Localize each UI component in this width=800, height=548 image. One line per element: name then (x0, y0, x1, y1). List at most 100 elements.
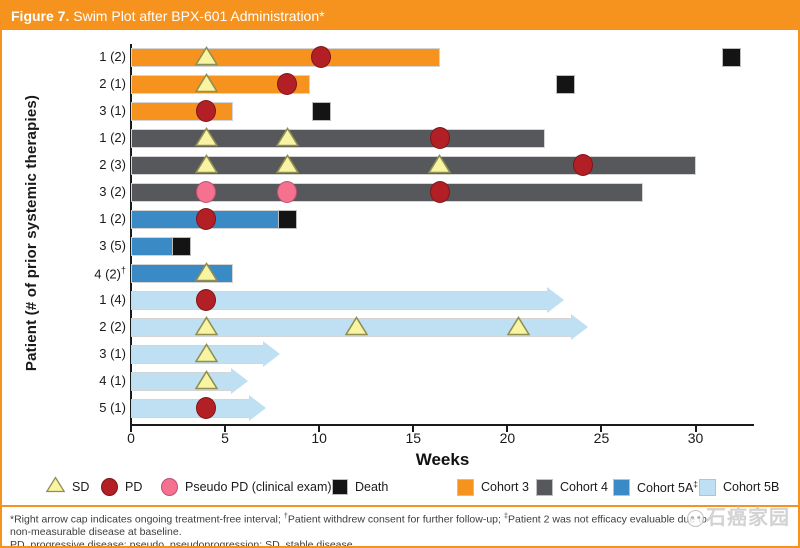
x-axis-tick-label: 15 (405, 430, 422, 446)
legend-item-cohort4: Cohort 4 (536, 476, 608, 498)
pseudo-pd-circle-icon (196, 181, 217, 203)
y-axis-label: Patient (# of prior systemic therapies) (23, 94, 40, 372)
ongoing-arrow-cap-icon (230, 368, 248, 394)
swim-bar-cohort4 (131, 155, 696, 175)
patient-row-label: 2 (1) (99, 76, 126, 91)
sd-triangle-icon (194, 126, 219, 152)
patient-row-label: 3 (5) (99, 238, 126, 253)
sd-triangle-icon (344, 315, 369, 341)
footnote-line-3: PD, progressive disease; pseudo, pseudop… (10, 538, 356, 548)
figure-number-label: Figure 7. (11, 8, 70, 24)
legend-item-sd: SD (45, 476, 90, 498)
legend-item-death: Death (332, 476, 388, 498)
sd-triangle-icon (194, 261, 219, 287)
legend-label: Cohort 5B (723, 480, 780, 494)
x-axis-tick-label: 5 (221, 430, 229, 446)
patient-row-label: 5 (1) (99, 400, 126, 415)
x-axis-tick (506, 426, 509, 432)
death-square-icon (311, 101, 331, 121)
figure-title-text: Swim Plot after BPX-601 Administration* (69, 8, 325, 24)
x-axis-tick (318, 426, 321, 432)
patient-row-label: 1 (4) (99, 292, 126, 307)
x-axis-tick-label: 10 (311, 430, 327, 446)
footnotes-panel: *Right arrow cap indicates ongoing treat… (2, 505, 798, 546)
patient-row-label: 4 (1) (99, 373, 126, 388)
swim-bar-cohort5b (131, 290, 548, 310)
death-square-icon (721, 47, 741, 67)
legend-label: Pseudo PD (clinical exam) (185, 480, 332, 494)
x-axis-tick (694, 426, 697, 432)
x-axis-tick-label: 30 (687, 430, 704, 446)
swim-bar-cohort4 (131, 182, 643, 202)
x-axis-tick-label: 0 (127, 430, 135, 446)
x-axis-tick-label: 20 (499, 430, 516, 446)
sd-triangle-icon (427, 153, 452, 179)
ongoing-arrow-cap-icon (546, 287, 564, 313)
pd-circle-icon (429, 181, 450, 203)
x-axis-line (130, 424, 754, 426)
footnote-line-1: *Right arrow cap indicates ongoing treat… (10, 511, 707, 526)
legend-item-pd: PD (101, 476, 142, 498)
watermark-logo-icon (687, 510, 704, 527)
swim-bar-cohort4 (131, 128, 545, 148)
legend-item-pseudopd: Pseudo PD (clinical exam) (161, 476, 332, 498)
y-axis-line (130, 44, 132, 426)
x-axis-tick (600, 426, 603, 432)
pd-circle-icon (196, 397, 217, 419)
figure-title-bar: Figure 7. Swim Plot after BPX-601 Admini… (2, 2, 798, 30)
legend-label: Death (355, 480, 389, 494)
sd-triangle-icon (194, 342, 219, 368)
sd-triangle-icon (194, 153, 219, 179)
patient-row-label: 1 (2) (99, 49, 126, 64)
legend-item-cohort5b: Cohort 5B (699, 476, 779, 498)
pd-circle-icon (277, 73, 298, 95)
swim-bar-cohort3 (131, 74, 310, 94)
x-axis-label: Weeks (415, 450, 470, 469)
patient-row-label: 3 (1) (99, 103, 126, 118)
x-axis-tick (224, 426, 227, 432)
pd-circle-icon (311, 46, 332, 68)
x-axis-tick-label: 25 (593, 430, 610, 446)
cohort5b-swatch-icon (699, 478, 716, 496)
death-square-icon (172, 236, 192, 256)
patient-row-label: 2 (2) (99, 319, 126, 334)
pd-circle-icon (196, 289, 217, 311)
patient-row-label: 3 (1) (99, 346, 126, 361)
patient-row-label: 2 (3) (99, 157, 126, 172)
legend-item-cohort5a: Cohort 5A‡ (613, 476, 698, 498)
cohort4-swatch-icon (536, 478, 553, 496)
swim-bar-cohort3 (131, 47, 440, 67)
pd-circle-icon (196, 100, 217, 122)
sd-triangle-icon (194, 72, 219, 98)
patient-row-label: 1 (2) (99, 211, 126, 226)
swim-bar-cohort5b (131, 398, 251, 418)
footnote-line-2: non-measurable disease at baseline. (10, 526, 182, 538)
pd-circle-icon (429, 127, 450, 149)
sd-triangle-icon (45, 476, 66, 498)
ongoing-arrow-cap-icon (571, 314, 589, 340)
sd-triangle-icon (194, 315, 219, 341)
ongoing-arrow-cap-icon (249, 395, 267, 421)
patient-row-label: 3 (2) (99, 184, 126, 199)
cohort3-swatch-icon (457, 478, 474, 496)
sd-triangle-icon (275, 126, 300, 152)
pseudo-pd-circle-icon (161, 478, 178, 496)
watermark: 石癌家园 (687, 509, 790, 528)
sd-triangle-icon (194, 45, 219, 71)
swim-plot-chart: Patient (# of prior systemic therapies) … (2, 30, 798, 505)
legend-label: Cohort 3 (481, 480, 529, 494)
legend-label: Cohort 5A‡ (637, 478, 699, 496)
pseudo-pd-circle-icon (277, 181, 298, 203)
legend-item-cohort3: Cohort 3 (457, 476, 529, 498)
sd-triangle-icon (506, 315, 531, 341)
swim-bar-cohort3 (131, 101, 233, 121)
patient-row-label: 1 (2) (99, 130, 126, 145)
cohort5a-swatch-icon (613, 478, 630, 496)
legend-label: SD (72, 480, 90, 494)
legend-label: PD (125, 480, 143, 494)
pd-circle-icon (101, 478, 118, 496)
pd-circle-icon (572, 154, 593, 176)
x-axis-tick (412, 426, 415, 432)
death-square-icon (332, 479, 348, 495)
